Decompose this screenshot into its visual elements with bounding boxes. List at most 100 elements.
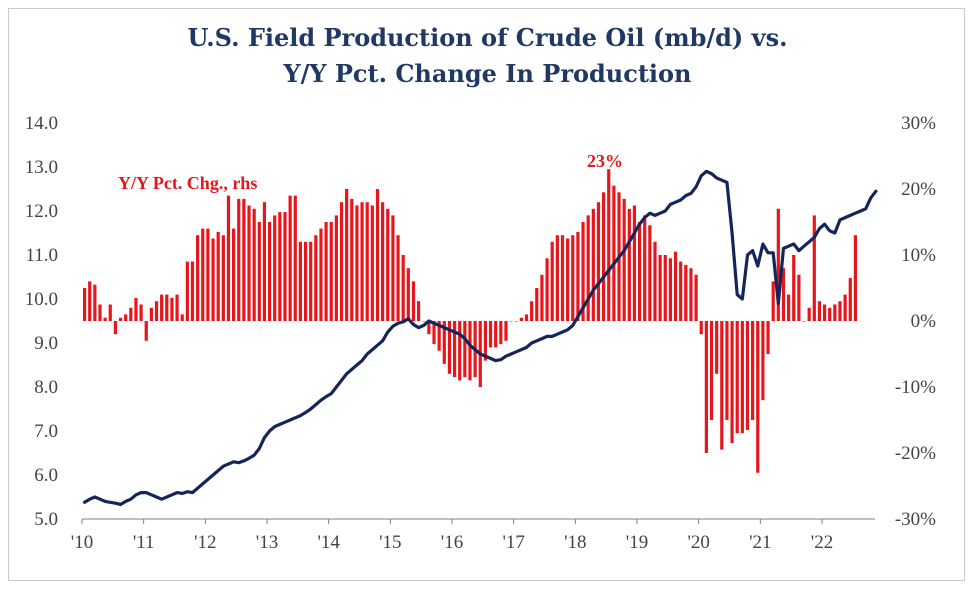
bar: [298, 241, 302, 321]
bar: [694, 274, 698, 321]
bar: [643, 215, 647, 321]
left-tick-label: 8.0: [34, 377, 58, 398]
bar: [853, 235, 857, 321]
bar: [792, 255, 796, 321]
bar: [216, 231, 220, 321]
bar: [375, 189, 380, 321]
bar: [247, 205, 251, 321]
bar: [715, 321, 719, 374]
bar: [822, 304, 827, 321]
x-tick-label: '17: [502, 532, 524, 553]
bar: [237, 198, 241, 321]
bar: [339, 202, 344, 321]
bar: [134, 297, 138, 321]
bar: [761, 321, 765, 401]
bar: [427, 321, 431, 335]
bar: [93, 284, 97, 321]
bar: [509, 321, 513, 322]
x-tick-label: '15: [379, 532, 401, 553]
right-tick-label: 30%: [901, 113, 936, 134]
bar: [396, 235, 400, 321]
right-tick-label: -10%: [895, 377, 936, 398]
chart-title: U.S. Field Production of Crude Oil (mb/d…: [0, 20, 975, 92]
bar-series: [82, 169, 857, 473]
bar: [560, 235, 565, 321]
bar: [684, 264, 688, 321]
bar: [540, 274, 544, 321]
bar: [632, 205, 637, 321]
bar: [381, 202, 385, 321]
bar: [833, 304, 837, 321]
bar: [653, 241, 657, 321]
right-tick-label: 10%: [901, 245, 936, 266]
bar: [740, 321, 744, 434]
bar: [154, 301, 159, 321]
bar: [658, 255, 662, 321]
bar: [771, 281, 775, 321]
bar: [838, 301, 842, 321]
bar: [576, 231, 580, 321]
bar: [242, 198, 246, 321]
bar: [787, 294, 791, 321]
left-tick-label: 5.0: [34, 509, 58, 530]
bar: [82, 288, 87, 321]
bar: [314, 235, 318, 321]
left-tick-label: 13.0: [25, 157, 58, 178]
left-tick-label: 11.0: [25, 245, 58, 266]
bar: [735, 321, 739, 434]
bar: [108, 304, 112, 321]
bar: [828, 307, 832, 321]
x-tick-label: '16: [441, 532, 463, 553]
bar: [196, 235, 200, 321]
bar: [324, 222, 328, 321]
bar: [350, 198, 354, 321]
chart-title-line-1: U.S. Field Production of Crude Oil (mb/d…: [187, 23, 788, 52]
bar: [586, 215, 590, 321]
bar: [504, 321, 508, 341]
bar: [458, 321, 462, 381]
bar: [452, 321, 457, 378]
bar: [524, 314, 529, 321]
bar: [725, 321, 729, 420]
bar: [745, 321, 750, 430]
bar: [637, 222, 642, 321]
bar: [550, 241, 554, 321]
left-tick-label: 14.0: [25, 113, 58, 134]
bar: [160, 294, 164, 321]
bar: [129, 307, 133, 321]
bar: [668, 258, 672, 321]
bar: [267, 222, 272, 321]
bar: [165, 294, 169, 321]
chart-title-line-2: Y/Y Pct. Change In Production: [283, 59, 692, 88]
x-tick-label: '11: [133, 532, 155, 553]
chart-frame: [8, 8, 965, 581]
bar: [103, 317, 107, 321]
bar: [463, 321, 467, 378]
bar: [545, 258, 549, 321]
bar: [483, 321, 487, 361]
bar: [406, 268, 410, 321]
left-tick-label: 7.0: [34, 421, 58, 442]
bar: [797, 274, 801, 321]
bar: [175, 294, 179, 321]
bar: [391, 215, 395, 321]
bar: [401, 255, 405, 321]
bar: [612, 185, 616, 321]
bar: [530, 301, 534, 321]
bar: [360, 202, 364, 321]
bar: [334, 215, 338, 321]
bar: [442, 321, 446, 364]
bar: [519, 317, 523, 321]
bar: [273, 215, 277, 321]
bar: [329, 222, 333, 321]
bar: [118, 317, 123, 321]
bar: [185, 261, 189, 321]
bar: [488, 321, 493, 348]
right-tick-label: -20%: [895, 443, 936, 464]
bar: [262, 202, 267, 321]
right-tick-label: -30%: [895, 509, 936, 530]
bar: [776, 208, 780, 321]
bar: [596, 202, 601, 321]
bar: [422, 321, 426, 322]
